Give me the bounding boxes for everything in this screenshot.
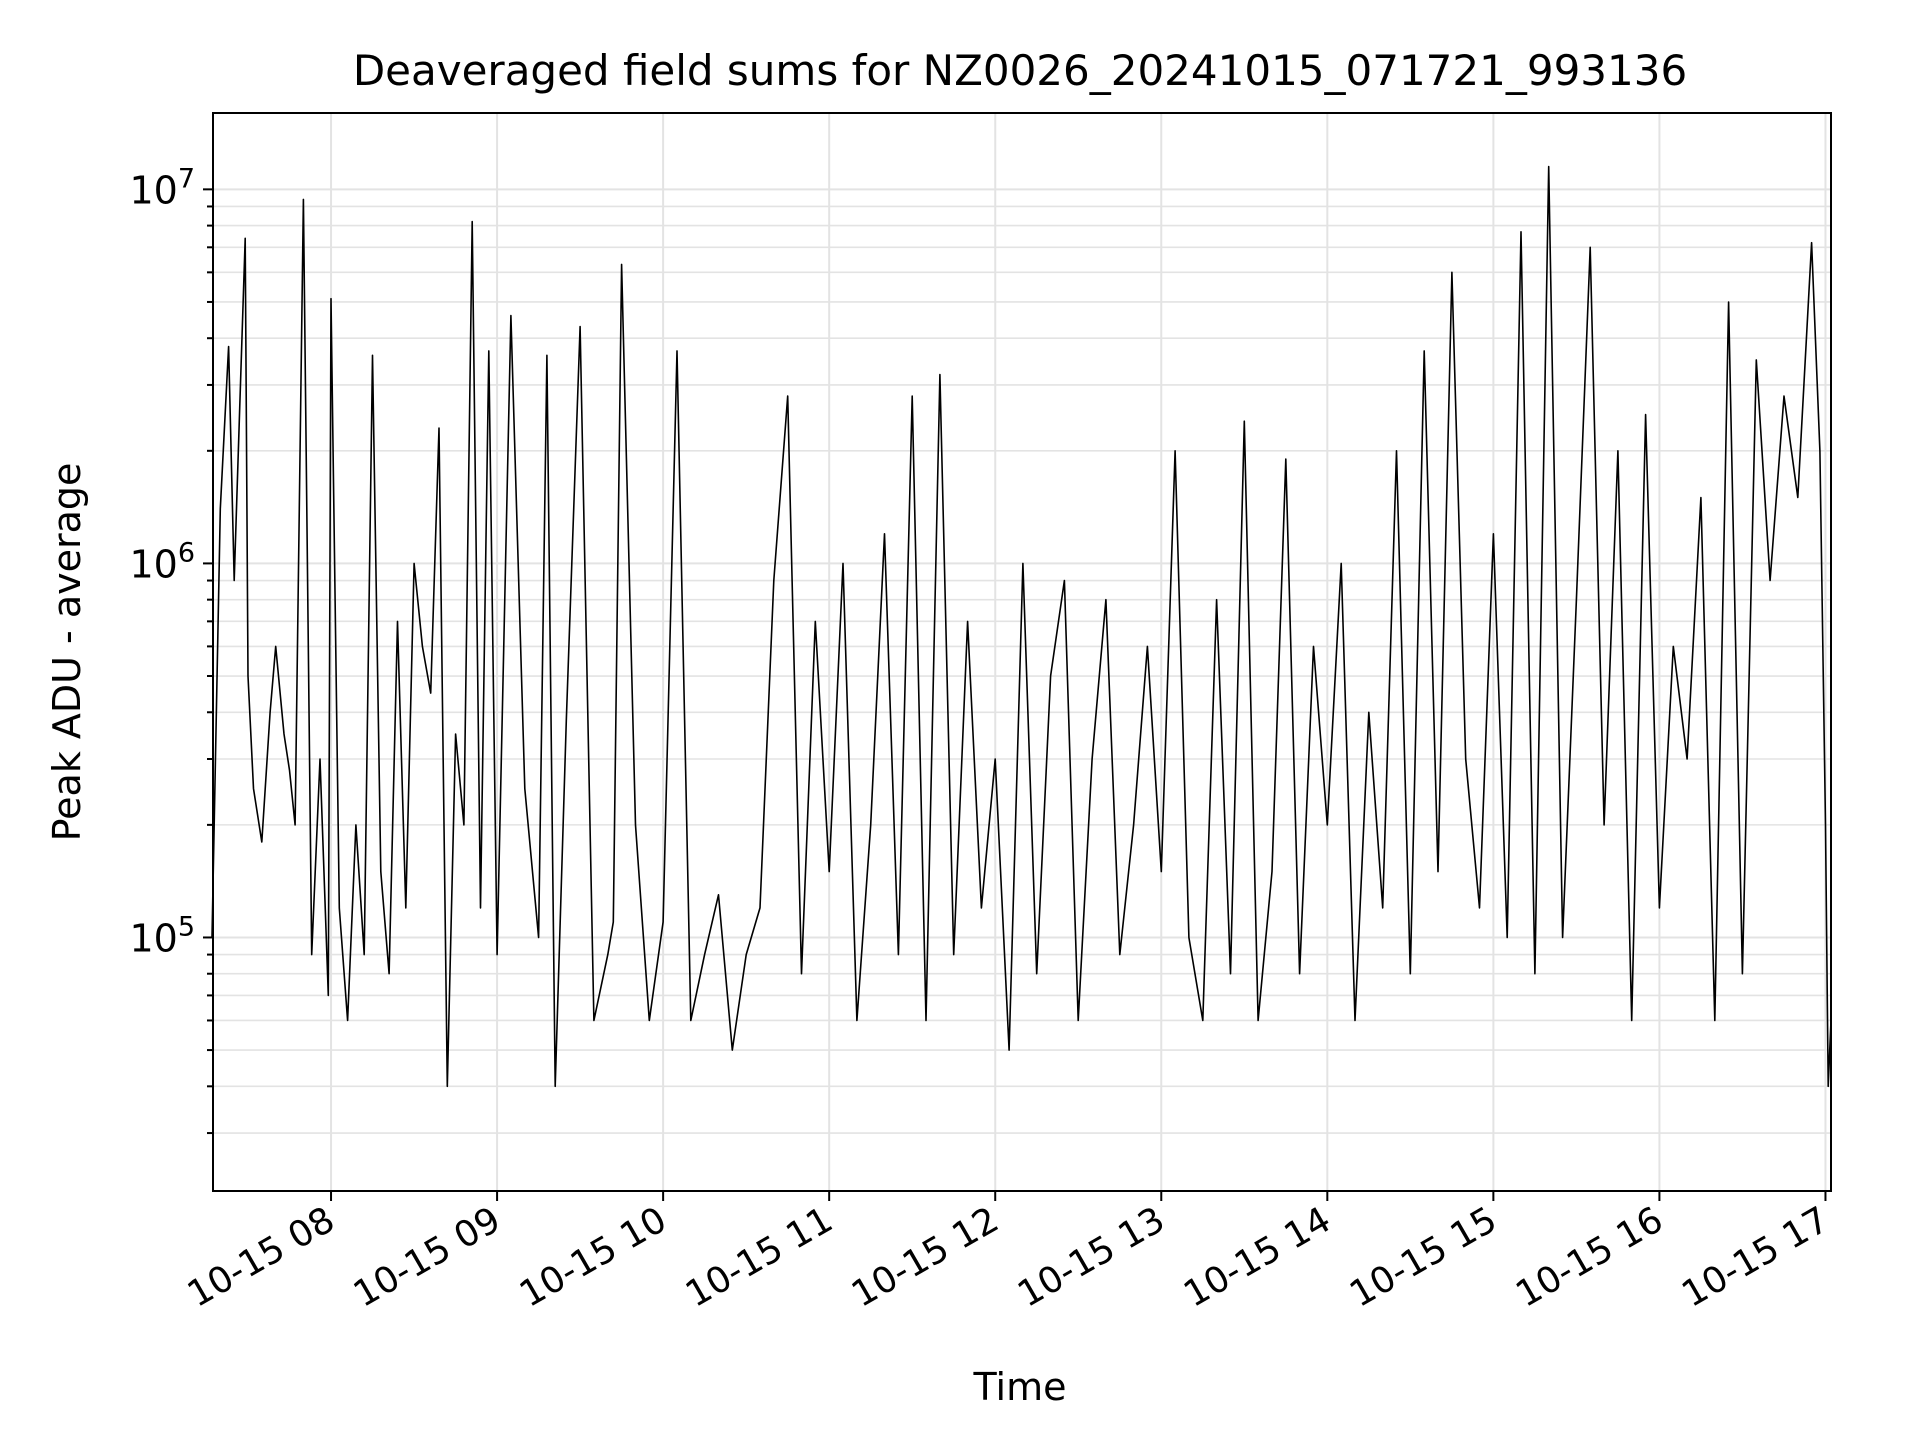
- x-tick-label: 10-15 13: [1011, 1199, 1172, 1315]
- y-tick-label-base: 10: [129, 168, 177, 212]
- x-tick-label: 10-15 17: [1675, 1199, 1836, 1315]
- chart-title: Deaveraged field sums for NZ0026_2024101…: [353, 46, 1687, 95]
- series-line: [211, 165, 1832, 1088]
- y-tick-label-exponent: 5: [178, 911, 195, 942]
- x-tick-label: 10-15 16: [1509, 1199, 1670, 1315]
- x-tick-label: 10-15 10: [513, 1199, 674, 1315]
- grid-lines: [213, 113, 1831, 1191]
- y-tick-label-exponent: 7: [178, 163, 195, 194]
- x-axis-label: Time: [973, 1365, 1067, 1409]
- x-tick-label: 10-15 12: [845, 1199, 1006, 1315]
- y-tick-label-base: 10: [129, 916, 177, 960]
- y-tick-label: 107: [129, 163, 195, 212]
- x-tick-label: 10-15 11: [679, 1199, 840, 1315]
- x-tick-label: 10-15 14: [1177, 1199, 1338, 1315]
- x-tick-label: 10-15 15: [1343, 1199, 1504, 1315]
- y-tick-label-base: 10: [129, 542, 177, 586]
- y-tick-label-exponent: 6: [178, 537, 195, 568]
- series-layer: [211, 165, 1832, 1088]
- plot-frame: [212, 112, 1832, 1192]
- x-tick-label: 10-15 09: [347, 1199, 508, 1315]
- y-tick-label: 106: [129, 537, 195, 586]
- x-axis: 10-15 08 10-15 09 10-15 10 10-15 11 10-15 12…: [181, 1191, 1836, 1316]
- y-axis-label: Peak ADU - average: [45, 463, 89, 842]
- x-tick-label: 10-15 08: [181, 1199, 342, 1315]
- y-tick-label: 105: [129, 911, 195, 960]
